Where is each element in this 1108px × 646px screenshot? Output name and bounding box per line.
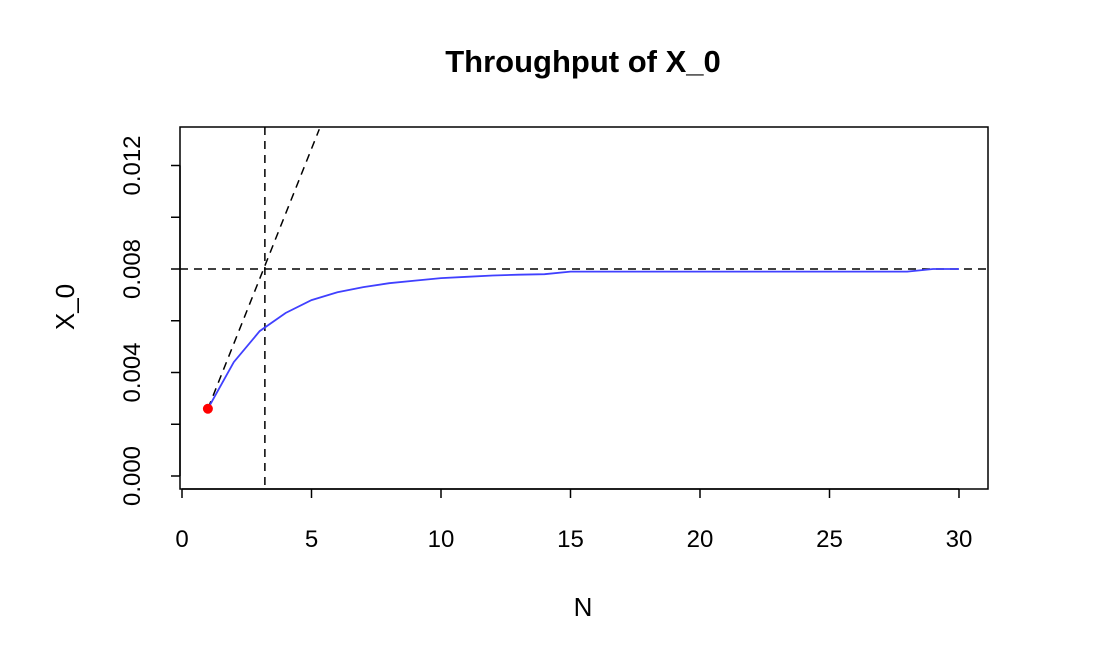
x-axis: 0 5 10 15 20 25 30: [175, 488, 973, 553]
x-tick-label: 15: [557, 526, 584, 553]
x-tick-label: 30: [946, 526, 973, 553]
x-axis-label: N: [574, 592, 593, 622]
chart-title: Throughput of X_0: [445, 44, 721, 79]
y-axis: 0.000 0.004 0.008 0.012: [119, 135, 181, 506]
reference-lines: [180, 127, 988, 489]
y-tick-label: 0.004: [119, 342, 146, 402]
plot-frame: [179, 126, 989, 490]
x-tick-label: 10: [428, 526, 455, 553]
x-tick-label: 5: [305, 526, 318, 553]
x-tick-label: 0: [175, 526, 188, 553]
y-tick-label: 0.008: [119, 239, 146, 299]
y-tick-label: 0.012: [119, 135, 146, 195]
start-point: [202, 403, 213, 414]
series-line: [207, 268, 959, 410]
series-layer: [202, 268, 959, 414]
y-axis-label: X_0: [50, 284, 80, 330]
x-tick-label: 25: [816, 526, 843, 553]
x-tick-label: 20: [687, 526, 714, 553]
y-tick-label: 0.000: [119, 446, 146, 506]
